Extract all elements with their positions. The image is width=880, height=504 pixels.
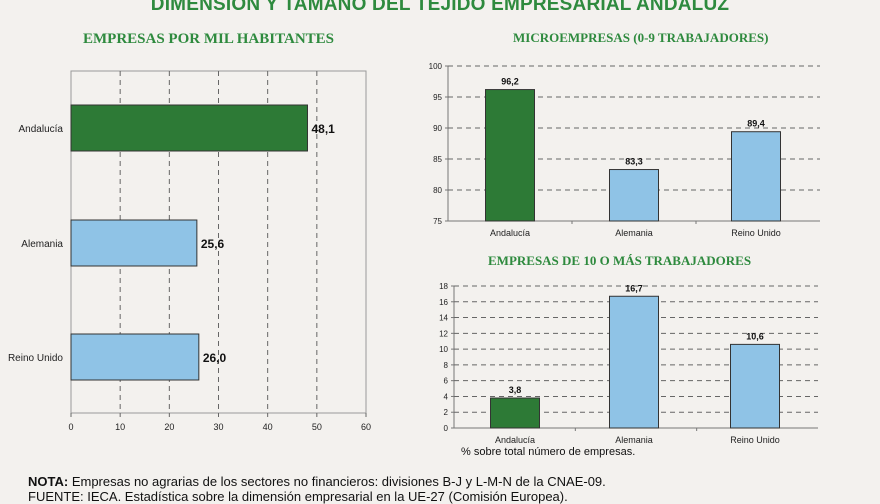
chart1-xtick-label: 40 bbox=[263, 422, 273, 432]
chart1-xtick-label: 20 bbox=[164, 422, 174, 432]
chart1-bar-1 bbox=[70, 219, 198, 267]
chart2-bar-0 bbox=[485, 89, 535, 222]
note-text: Empresas no agrarias de los sectores no … bbox=[68, 474, 606, 489]
chart1-value-label: 26,0 bbox=[203, 351, 227, 365]
chart3-value-label: 3,8 bbox=[509, 385, 522, 395]
chart1-xtick-label: 30 bbox=[213, 422, 223, 432]
chart2-ytick-label: 85 bbox=[433, 155, 442, 164]
chart1-xtick-label: 0 bbox=[68, 422, 73, 432]
chart3-ytick-label: 12 bbox=[439, 329, 448, 338]
chart3-ytick-label: 0 bbox=[444, 424, 449, 433]
chart3-ytick-label: 2 bbox=[444, 408, 449, 417]
chart3-category-label: Reino Unido bbox=[730, 435, 780, 445]
chart2-category-label: Alemania bbox=[615, 228, 653, 238]
chart2-bar-2 bbox=[731, 131, 781, 222]
note: NOTA: Empresas no agrarias de los sector… bbox=[28, 474, 606, 489]
chart3-bar-1 bbox=[609, 295, 659, 429]
chart1-value-label: 25,6 bbox=[201, 237, 225, 251]
chart2-ytick-label: 95 bbox=[433, 93, 442, 102]
chart2-ytick-label: 80 bbox=[433, 186, 442, 195]
chart3-ytick-label: 16 bbox=[439, 298, 448, 307]
main-title: DIMENSIÓN Y TAMAÑO DEL TEJIDO EMPRESARIA… bbox=[150, 0, 730, 15]
chart3-ytick-label: 18 bbox=[439, 282, 448, 291]
chart3-bar-2 bbox=[730, 343, 780, 429]
chart1-category-label: Alemania bbox=[21, 239, 63, 250]
chart2-value-label: 96,2 bbox=[501, 77, 519, 87]
chart3-ytick-label: 4 bbox=[444, 392, 449, 401]
chart1-title: EMPRESAS POR MIL HABITANTES bbox=[83, 31, 335, 47]
chart3-ytick-label: 6 bbox=[444, 377, 449, 386]
chart2-category-label: Andalucía bbox=[490, 228, 530, 238]
chart3-category-label: Andalucía bbox=[495, 435, 535, 445]
chart2-ytick-label: 90 bbox=[433, 124, 442, 133]
chart1-xtick-label: 10 bbox=[115, 422, 125, 432]
chart1-bar-2 bbox=[70, 333, 200, 381]
chart2-ytick-label: 100 bbox=[429, 62, 443, 71]
chart3-bar-0 bbox=[490, 397, 540, 429]
chart3-ytick-label: 10 bbox=[439, 345, 448, 354]
chart1-category-label: Andalucía bbox=[19, 124, 64, 135]
chart2-title: MICROEMPRESAS (0-9 TRABAJADORES) bbox=[513, 30, 769, 45]
chart3-title: EMPRESAS DE 10 O MÁS TRABAJADORES bbox=[488, 253, 752, 268]
chart1-xtick-label: 60 bbox=[361, 422, 371, 432]
chart2-value-label: 83,3 bbox=[625, 157, 643, 167]
source-text: FUENTE: IECA. Estadística sobre la dimen… bbox=[28, 489, 568, 504]
chart2-ytick-label: 75 bbox=[433, 217, 442, 226]
chart1-bar-0 bbox=[70, 104, 308, 152]
chart2-category-label: Reino Unido bbox=[731, 228, 781, 238]
chart3-value-label: 16,7 bbox=[625, 283, 643, 293]
chart3-ytick-label: 8 bbox=[444, 361, 449, 370]
chart2-bar-1 bbox=[609, 169, 659, 222]
chart2-value-label: 89,4 bbox=[747, 119, 765, 129]
chart3-category-label: Alemania bbox=[615, 435, 653, 445]
chart3-ytick-label: 14 bbox=[439, 314, 448, 323]
note-label: NOTA: bbox=[28, 474, 69, 489]
chart3-value-label: 10,6 bbox=[746, 331, 764, 341]
chart1-xtick-label: 50 bbox=[312, 422, 322, 432]
chart1-category-label: Reino Unido bbox=[8, 353, 63, 364]
chart3-footnote: % sobre total número de empresas. bbox=[461, 446, 636, 458]
chart1-value-label: 48,1 bbox=[311, 122, 335, 136]
